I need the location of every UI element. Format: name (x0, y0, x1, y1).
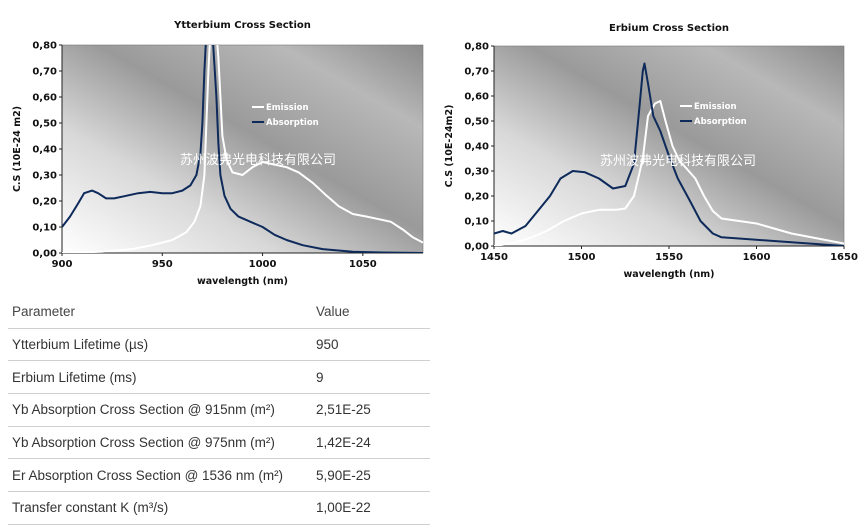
value-cell: 5,90E-25 (312, 458, 430, 493)
y-tick-label: 0,30 (32, 171, 57, 182)
chart-title: Ytterbium Cross Section (173, 20, 311, 31)
x-tick-label: 1450 (480, 252, 508, 263)
value-cell: 1,00E-22 (312, 491, 430, 525)
table-header-row: Parameter Value (8, 296, 430, 329)
y-tick-label: 0,60 (464, 92, 489, 103)
table-row: Erbium Lifetime (ms) 9 (8, 360, 430, 395)
value-cell: 1,42E-24 (312, 426, 430, 460)
series-line-emission (494, 100, 844, 246)
chart-title: Erbium Cross Section (609, 23, 729, 34)
x-tick-label: 1600 (743, 252, 771, 263)
y-tick-label: 0,30 (464, 167, 489, 178)
x-tick-label: 1650 (830, 252, 858, 263)
x-tick-label: 950 (152, 259, 173, 270)
series-line-emission (62, 45, 423, 253)
y-tick-label: 0,70 (32, 67, 57, 78)
table-row: Yb Absorption Cross Section @ 915nm (m²)… (8, 393, 430, 427)
series-group (62, 45, 423, 253)
parameter-cell: Er Absorption Cross Section @ 1536 nm (m… (8, 458, 312, 493)
legend-label: Emission (266, 103, 309, 113)
y-tick-label: 0,80 (464, 42, 489, 53)
y-tick-label: 0,20 (32, 197, 57, 208)
chart-svg: 0,00 0,10 0,20 0,30 0,40 0,50 0,60 0,70 0,80 900 9… (12, 20, 424, 287)
y-tick-label: 0,00 (464, 242, 489, 253)
series-line-absorption (494, 62, 844, 246)
table-row: Yb Absorption Cross Section @ 975nm (m²)… (8, 426, 430, 460)
plot-area (493, 45, 845, 247)
series-group (494, 62, 844, 246)
y-tick-label: 0,60 (32, 93, 57, 104)
table-row: Er Absorption Cross Section @ 1536 nm (m… (8, 458, 430, 493)
plot-area (61, 44, 424, 254)
legend-label: Emission (694, 102, 737, 112)
y-tick-label: 0,40 (32, 145, 57, 156)
parameter-cell: Yb Absorption Cross Section @ 975nm (m²) (8, 426, 312, 460)
y-tick-label: 0,70 (464, 67, 489, 78)
table-row: Ytterbium Lifetime (µs) 950 (8, 328, 430, 362)
parameter-cell: Ytterbium Lifetime (µs) (8, 328, 312, 362)
parameter-table: Parameter Value Ytterbium Lifetime (µs) … (8, 296, 430, 525)
y-tick-label: 0,20 (464, 192, 489, 203)
y-tick-label: 0,50 (464, 117, 489, 128)
legend-label: Absorption (694, 117, 747, 127)
y-tick-label: 0,80 (32, 41, 57, 52)
parameter-cell: Yb Absorption Cross Section @ 915nm (m²) (8, 393, 312, 427)
watermark-text: 苏州波弗光电科技有限公司 (600, 153, 756, 169)
y-tick-label: 0,50 (32, 119, 57, 130)
x-tick-label: 1000 (249, 259, 277, 270)
parameter-cell: Transfer constant K (m³/s) (8, 491, 312, 525)
column-header-value: Value (312, 296, 430, 329)
parameter-cell: Erbium Lifetime (ms) (8, 360, 312, 395)
y-tick-label: 0,10 (464, 217, 489, 228)
erbium-chart: 0,00 0,10 0,20 0,30 0,40 0,50 0,60 0,70 0,80 1450… (436, 0, 867, 295)
x-tick-label: 1500 (568, 252, 596, 263)
x-axis-label: wavelength (nm) (197, 276, 288, 287)
x-axis-label: wavelength (nm) (623, 269, 714, 280)
watermark-text: 苏州波弗光电科技有限公司 (180, 152, 336, 168)
y-tick-label: 0,00 (32, 249, 57, 260)
y-axis-label: C.S (10E-24 m2) (12, 106, 23, 192)
x-tick-label: 1050 (349, 259, 377, 270)
value-cell: 9 (312, 360, 430, 395)
y-tick-label: 0,10 (32, 223, 57, 234)
x-tick-label: 900 (52, 259, 73, 270)
x-tick-label: 1550 (655, 252, 683, 263)
y-tick-label: 0,40 (464, 142, 489, 153)
legend-label: Absorption (266, 118, 319, 128)
y-axis-label: C.S (10E-24m2) (444, 105, 455, 188)
value-cell: 950 (312, 328, 430, 362)
column-header-parameter: Parameter (8, 296, 312, 329)
chart-svg: 0,00 0,10 0,20 0,30 0,40 0,50 0,60 0,70 0,80 1450… (444, 23, 858, 280)
ytterbium-chart: 0,00 0,10 0,20 0,30 0,40 0,50 0,60 0,70 0,80 900 9… (0, 0, 432, 295)
value-cell: 2,51E-25 (312, 393, 430, 427)
table-row: Transfer constant K (m³/s) 1,00E-22 (8, 491, 430, 525)
series-line-absorption (62, 45, 423, 253)
